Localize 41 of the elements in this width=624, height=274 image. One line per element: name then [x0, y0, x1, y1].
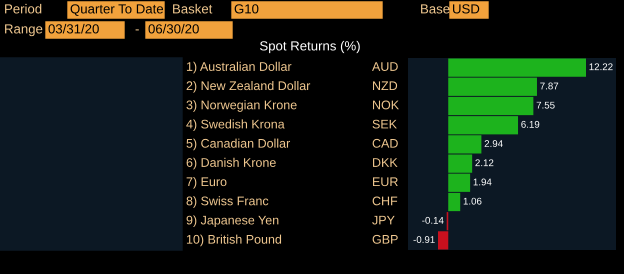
text: NZD	[373, 81, 398, 90]
data-label: 7.55	[536, 102, 555, 109]
data-label: 1.94	[474, 178, 492, 186]
text: DKK	[373, 158, 398, 167]
y-tick-label: 4) Swedish Krona	[186, 119, 285, 132]
y-tick-label: 7) Euro	[186, 176, 226, 189]
text: JPY	[372, 216, 395, 225]
data-label: 12.22	[590, 63, 613, 70]
y-tick-label: 8) Swiss Franc	[186, 196, 268, 208]
y-tick-label: 9) Japanese Yen	[186, 215, 278, 228]
text: Period	[5, 4, 42, 14]
text: GBP	[372, 234, 398, 244]
data-label: 6.19	[521, 120, 540, 128]
data-label: -0.91	[413, 236, 435, 244]
data-label: -0.14	[422, 216, 444, 224]
text: Spot Returns (%)	[260, 40, 360, 54]
text: EUR	[373, 177, 398, 186]
data-label: 1.06	[464, 198, 482, 205]
text: Range	[5, 24, 42, 36]
y-tick-label: 5) Canadian Dollar	[186, 138, 290, 150]
text: CHF	[372, 196, 398, 206]
text: G10	[234, 4, 258, 14]
data-label: 7.87	[540, 82, 558, 90]
text: Base	[421, 4, 450, 14]
data-label: 2.94	[484, 140, 503, 148]
data-label: 2.12	[475, 159, 494, 166]
text: 03/31/20	[48, 24, 99, 34]
y-tick-label: 3) Norwegian Krone	[186, 100, 297, 112]
text: NOK	[373, 100, 399, 110]
y-tick-label: 1) Australian Dollar	[186, 62, 292, 74]
text: 06/30/20	[148, 24, 199, 34]
y-tick-label: 10) British Pound	[186, 234, 282, 246]
text: Quarter To Date	[70, 4, 164, 16]
y-tick-label: 6) Danish Krone	[186, 158, 276, 170]
text: USD	[453, 4, 480, 14]
text: -	[136, 29, 139, 30]
text: AUD	[372, 62, 398, 71]
text: CAD	[372, 138, 398, 148]
y-tick-label: 2) New Zealand Dollar	[186, 80, 310, 93]
text: Basket	[173, 4, 212, 14]
text: SEK	[372, 120, 397, 129]
